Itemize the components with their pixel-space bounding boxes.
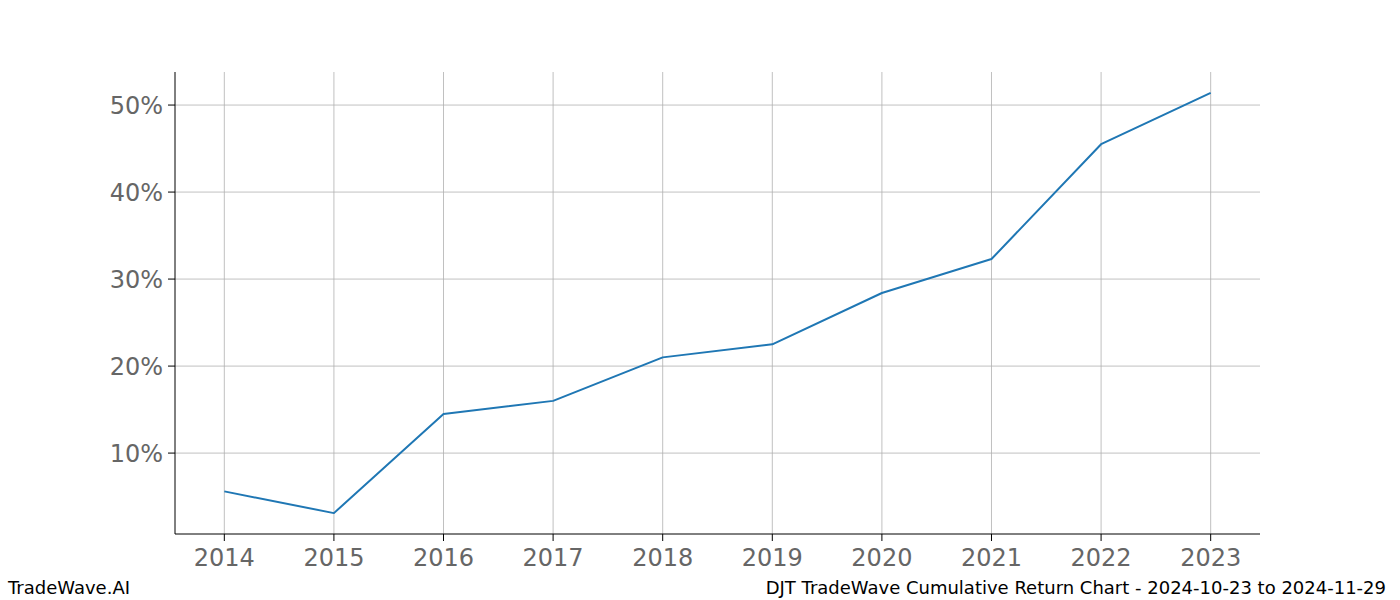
title: DJT TradeWave Cumulative Return Chart - …: [766, 577, 1386, 598]
y-tick: [168, 105, 175, 106]
x-tick-label: 2015: [303, 544, 364, 572]
x-tick-label: 2021: [961, 544, 1022, 572]
x-tick: [443, 534, 444, 541]
x-tick-label: 2023: [1180, 544, 1241, 572]
x-tick-label: 2022: [1071, 544, 1132, 572]
y-axis-line: [175, 72, 176, 534]
x-grid-line: [443, 72, 444, 534]
y-grid-line: [175, 279, 1260, 280]
x-tick: [1210, 534, 1211, 541]
x-tick: [662, 534, 663, 541]
x-grid-line: [881, 72, 882, 534]
y-tick: [168, 279, 175, 280]
y-tick: [168, 192, 175, 193]
y-tick-label: 30%: [110, 266, 163, 294]
x-tick: [553, 534, 554, 541]
chart: 2014 2015 2016 2017 2018 2019 2020 2021 2022 2023…: [0, 0, 1400, 600]
x-tick: [881, 534, 882, 541]
x-tick: [333, 534, 334, 541]
y-grid-line: [175, 192, 1260, 193]
x-grid-line: [224, 72, 225, 534]
y-tick-label: 20%: [110, 353, 163, 381]
line: [224, 93, 1210, 513]
x-tick: [224, 534, 225, 541]
x-tick-label: 2016: [413, 544, 474, 572]
x-grid-line: [553, 72, 554, 534]
x-grid-line: [1101, 72, 1102, 534]
x-tick: [772, 534, 773, 541]
y-tick-label: 10%: [110, 440, 163, 468]
y-tick: [168, 366, 175, 367]
x-tick-label: 2014: [194, 544, 255, 572]
x-grid-line: [772, 72, 773, 534]
y-grid-line: [175, 105, 1260, 106]
x-tick-label: 2017: [523, 544, 584, 572]
x-tick-label: 2018: [632, 544, 693, 572]
x-grid-line: [991, 72, 992, 534]
x-tick-label: 2019: [742, 544, 803, 572]
x-grid-line: [333, 72, 334, 534]
x-axis-line: [175, 534, 1260, 535]
x-tick-label: 2020: [851, 544, 912, 572]
source: TradeWave.AI: [7, 577, 130, 598]
y-grid-line: [175, 453, 1260, 454]
x-tick: [991, 534, 992, 541]
x-tick: [1101, 534, 1102, 541]
y-tick-label: 50%: [110, 92, 163, 120]
x-grid-line: [662, 72, 663, 534]
axes: 2014 2015 2016 2017 2018 2019 2020 2021 2022 2023…: [110, 72, 1260, 572]
y-tick: [168, 453, 175, 454]
grid: [175, 72, 1260, 534]
y-tick-label: 40%: [110, 179, 163, 207]
x-grid-line: [1210, 72, 1211, 534]
series: [224, 93, 1210, 513]
y-grid-line: [175, 366, 1260, 367]
